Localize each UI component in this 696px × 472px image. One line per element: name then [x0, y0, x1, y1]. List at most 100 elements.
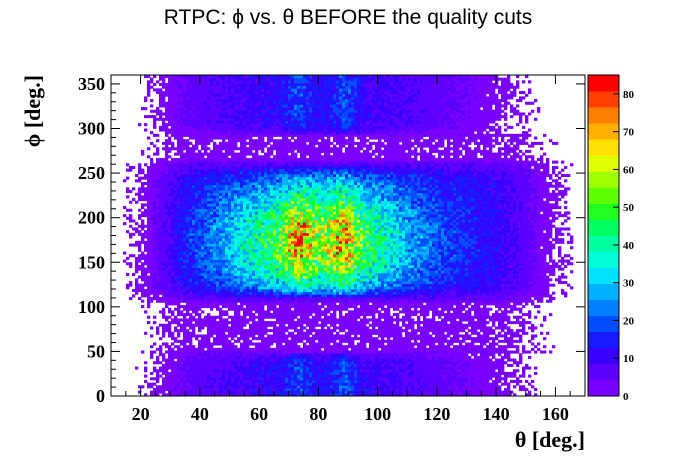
heatmap-cell: [201, 256, 205, 260]
heatmap-cell: [219, 99, 223, 103]
heatmap-cell: [255, 240, 259, 244]
heatmap-cell: [258, 216, 262, 220]
heatmap-cell: [273, 355, 277, 359]
heatmap-cell: [210, 227, 214, 231]
chart-title: RTPC: ϕ vs. θ BEFORE the quality cuts: [164, 6, 533, 29]
heatmap-cell: [222, 168, 226, 172]
heatmap-cell: [240, 192, 244, 196]
heatmap-cell: [219, 342, 223, 346]
heatmap-cell: [201, 294, 205, 298]
heatmap-cell: [183, 125, 187, 129]
heatmap-cell: [189, 379, 193, 383]
heatmap-cell: [198, 157, 202, 161]
heatmap-cell: [189, 136, 193, 140]
heatmap-cell: [273, 270, 277, 274]
heatmap-cell: [273, 259, 277, 263]
heatmap-cell: [219, 254, 223, 258]
heatmap-cell: [189, 259, 193, 263]
heatmap-cell: [258, 355, 262, 359]
heatmap-cell: [165, 254, 169, 258]
heatmap-cell: [144, 246, 148, 250]
heatmap-cell: [213, 112, 217, 116]
heatmap-cell: [252, 200, 256, 204]
heatmap-cell: [276, 272, 280, 276]
heatmap-cell: [270, 222, 274, 226]
heatmap-cell: [189, 283, 193, 287]
heatmap-cell: [276, 347, 280, 351]
heatmap-cell: [270, 377, 274, 381]
heatmap-cell: [276, 133, 280, 137]
heatmap-cell: [243, 289, 247, 293]
heatmap-cell: [255, 248, 259, 252]
heatmap-cell: [192, 361, 196, 365]
heatmap-cell: [210, 353, 214, 357]
heatmap-cell: [192, 329, 196, 333]
heatmap-cell: [195, 101, 199, 105]
heatmap-cell: [222, 256, 226, 260]
heatmap-cell: [255, 224, 259, 228]
heatmap-cell: [174, 361, 178, 365]
heatmap-cell: [276, 216, 280, 220]
heatmap-cell: [150, 182, 154, 186]
heatmap-cell: [243, 246, 247, 250]
heatmap-cell: [168, 80, 172, 84]
heatmap-cell: [225, 366, 229, 370]
heatmap-cell: [267, 206, 271, 210]
heatmap-cell: [228, 235, 232, 239]
heatmap-cell: [189, 227, 193, 231]
heatmap-cell: [264, 83, 268, 87]
heatmap-cell: [240, 371, 244, 375]
heatmap-cell: [180, 248, 184, 252]
heatmap-cell: [141, 286, 145, 290]
heatmap-cell: [165, 259, 169, 263]
heatmap-cell: [219, 176, 223, 180]
heatmap-cell: [189, 299, 193, 303]
heatmap-cell: [183, 208, 187, 212]
heatmap-cell: [162, 326, 166, 330]
heatmap-cell: [264, 248, 268, 252]
heatmap-cell: [162, 307, 166, 311]
heatmap-cell: [177, 240, 181, 244]
heatmap-cell: [174, 326, 178, 330]
heatmap-cell: [183, 211, 187, 215]
heatmap-cell: [189, 133, 193, 137]
heatmap-cell: [276, 331, 280, 335]
heatmap-cell: [270, 112, 274, 116]
heatmap-cell: [171, 219, 175, 223]
heatmap-cell: [198, 208, 202, 212]
heatmap-cell: [231, 251, 235, 255]
heatmap-cell: [255, 235, 259, 239]
heatmap-cell: [210, 80, 214, 84]
heatmap-cell: [231, 184, 235, 188]
heatmap-cell: [189, 96, 193, 100]
heatmap-cell: [267, 374, 271, 378]
heatmap-cell: [195, 206, 199, 210]
heatmap-cell: [135, 278, 139, 282]
heatmap-cell: [195, 299, 199, 303]
heatmap-cell: [225, 323, 229, 327]
heatmap-cell: [273, 83, 277, 87]
heatmap-cell: [189, 286, 193, 290]
heatmap-cell: [159, 179, 163, 183]
heatmap-cell: [189, 235, 193, 239]
heatmap-cell: [255, 96, 259, 100]
heatmap-cell: [237, 254, 241, 258]
heatmap-cell: [201, 235, 205, 239]
heatmap-cell: [159, 192, 163, 196]
heatmap-cell: [231, 224, 235, 228]
heatmap-cell: [177, 200, 181, 204]
heatmap-cell: [162, 219, 166, 223]
heatmap-cell: [201, 96, 205, 100]
heatmap-cell: [138, 264, 142, 268]
heatmap-cell: [261, 310, 265, 314]
heatmap-cell: [171, 208, 175, 212]
heatmap-cell: [186, 329, 190, 333]
heatmap-cell: [243, 85, 247, 89]
heatmap-cell: [228, 329, 232, 333]
heatmap-cell: [147, 227, 151, 231]
heatmap-cell: [168, 232, 172, 236]
heatmap-cell: [273, 227, 277, 231]
heatmap-cell: [234, 329, 238, 333]
heatmap-cell: [186, 321, 190, 325]
heatmap-cell: [264, 294, 268, 298]
